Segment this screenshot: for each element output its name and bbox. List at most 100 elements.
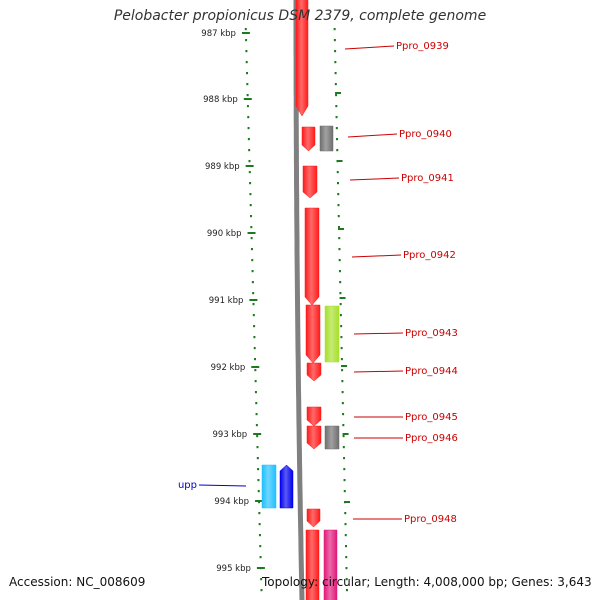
minor-tick-right: [333, 28, 336, 31]
kbp-tick-label: 989 kbp: [205, 162, 240, 172]
minor-tick-right: [338, 270, 341, 273]
minor-tick-right: [342, 446, 345, 449]
minor-tick-left: [252, 303, 255, 306]
minor-tick-right: [337, 215, 340, 218]
minor-tick-left: [256, 446, 259, 449]
minor-tick-left: [252, 292, 255, 295]
minor-tick-left: [250, 215, 253, 218]
gene-feature-Ppro_0939[interactable]: [295, 0, 309, 117]
leader-line: [347, 133, 398, 138]
gene-label[interactable]: Ppro_0941: [401, 173, 454, 184]
minor-tick-left: [246, 72, 249, 75]
minor-tick-right: [334, 72, 337, 75]
minor-tick-left: [245, 39, 248, 42]
minor-tick-right: [340, 325, 343, 328]
gene-label[interactable]: Ppro_0948: [404, 514, 457, 525]
topology-text: Topology: circular; Length: 4,008,000 bp…: [262, 575, 592, 589]
gene-label[interactable]: Ppro_0946: [405, 433, 458, 444]
minor-tick-right: [343, 490, 346, 493]
minor-tick-right: [339, 314, 342, 317]
minor-tick-left: [245, 50, 248, 53]
gene-label[interactable]: Ppro_0944: [405, 366, 458, 377]
minor-tick-right: [342, 435, 345, 438]
gene-feature-Ppro_0948[interactable]: [306, 508, 321, 528]
minor-tick-right: [343, 468, 346, 471]
gene-feature-Ppro_0941[interactable]: [302, 165, 318, 199]
minor-tick-right: [338, 237, 341, 240]
minor-tick-left: [247, 127, 250, 130]
minor-tick-right: [341, 380, 344, 383]
gene-feature-upp-cyan[interactable]: [261, 464, 277, 509]
gene-label[interactable]: Ppro_0945: [405, 412, 458, 423]
minor-tick-left: [249, 193, 252, 196]
minor-tick-right: [335, 127, 338, 130]
minor-tick-left: [253, 347, 256, 350]
minor-tick-left: [249, 182, 252, 185]
minor-tick-left: [246, 94, 249, 97]
minor-tick-right: [339, 303, 342, 306]
kbp-tick-label: 990 kbp: [207, 229, 242, 239]
minor-tick-left: [247, 116, 250, 119]
minor-tick-right: [335, 116, 338, 119]
minor-tick-right: [340, 347, 343, 350]
minor-tick-left: [258, 501, 261, 504]
minor-tick-left: [259, 545, 262, 548]
minor-tick-left: [249, 204, 252, 207]
minor-tick-left: [251, 259, 254, 262]
minor-tick-left: [258, 512, 261, 515]
minor-tick-left: [244, 28, 247, 31]
minor-tick-left: [250, 248, 253, 251]
gene-label[interactable]: upp: [178, 480, 197, 491]
gene-feature-Ppro_0942[interactable]: [304, 207, 320, 306]
minor-tick-right: [334, 50, 337, 53]
minor-tick-left: [257, 468, 260, 471]
minor-tick-left: [257, 479, 260, 482]
minor-tick-right: [343, 479, 346, 482]
gene-label[interactable]: Ppro_0943: [405, 328, 458, 339]
minor-tick-right: [342, 413, 345, 416]
minor-tick-right: [334, 83, 337, 86]
minor-tick-left: [247, 138, 250, 141]
minor-tick-left: [248, 171, 251, 174]
minor-tick-left: [253, 325, 256, 328]
minor-tick-left: [246, 105, 249, 108]
gene-feature-Ppro_0944[interactable]: [306, 362, 322, 382]
minor-tick-right: [344, 534, 347, 537]
gene-feature-Ppro_0949[interactable]: [305, 529, 320, 600]
kbp-tick-label: 991 kbp: [209, 296, 244, 306]
kbp-tick-label: 994 kbp: [214, 497, 249, 507]
gene-feature-Ppro_0940-partner[interactable]: [319, 125, 334, 152]
gene-feature-Ppro_0945[interactable]: [306, 406, 322, 427]
kbp-tick-label: 995 kbp: [216, 564, 251, 574]
map-title: Pelobacter propionicus DSM 2379, complet…: [113, 8, 487, 24]
gene-label[interactable]: Ppro_0940: [399, 129, 452, 140]
minor-tick-left: [250, 226, 253, 229]
minor-tick-right: [345, 578, 348, 581]
minor-tick-right: [344, 512, 347, 515]
gene-feature-upp[interactable]: [279, 464, 294, 509]
minor-tick-left: [248, 149, 251, 152]
gene-feature-Ppro_0946-partner[interactable]: [324, 425, 340, 450]
minor-tick-right: [338, 259, 341, 262]
minor-tick-left: [258, 534, 261, 537]
minor-tick-left: [250, 237, 253, 240]
gene-feature-Ppro_0943[interactable]: [305, 304, 321, 364]
minor-tick-left: [258, 523, 261, 526]
minor-tick-left: [259, 556, 262, 559]
kbp-tick-label: 988 kbp: [203, 95, 238, 105]
gene-feature-Ppro_0943-partner[interactable]: [324, 305, 340, 363]
minor-tick-left: [259, 567, 262, 570]
minor-tick-left: [251, 270, 254, 273]
minor-tick-left: [256, 457, 259, 460]
minor-tick-left: [254, 380, 257, 383]
gene-label[interactable]: Ppro_0942: [403, 250, 456, 261]
minor-tick-left: [253, 336, 256, 339]
minor-tick-left: [255, 413, 258, 416]
minor-tick-left: [256, 435, 259, 438]
gene-feature-Ppro_0940[interactable]: [301, 126, 316, 152]
gene-feature-Ppro_0946[interactable]: [306, 425, 322, 450]
gene-feature-Ppro_0949-partner[interactable]: [323, 529, 338, 600]
minor-tick-right: [341, 391, 344, 394]
gene-label[interactable]: Ppro_0939: [396, 41, 449, 52]
